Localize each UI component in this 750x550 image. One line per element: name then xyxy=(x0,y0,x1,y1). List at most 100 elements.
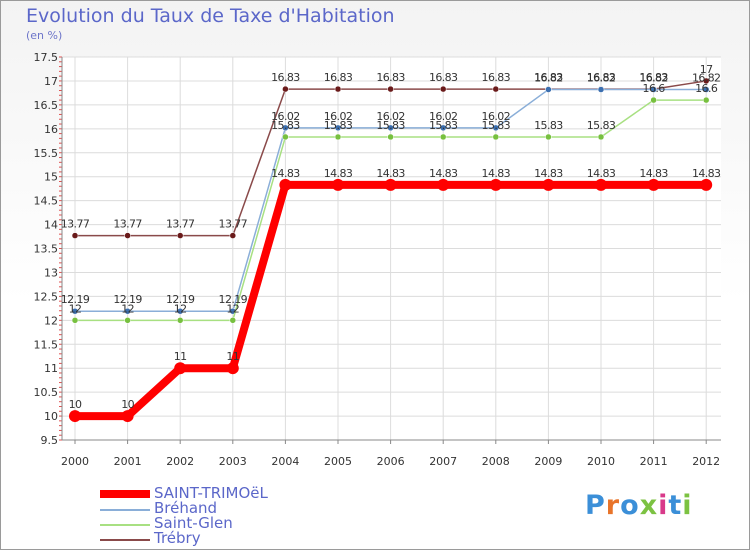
x-tick-label: 2010 xyxy=(587,455,615,468)
data-point-trebry xyxy=(124,232,131,239)
data-point-saint-trimoel xyxy=(700,178,713,191)
data-label-brehand: 16.02 xyxy=(429,110,458,123)
y-tick-label: 11.5 xyxy=(34,338,59,351)
data-point-brehand xyxy=(176,307,184,315)
data-label-trebry: 13.77 xyxy=(166,218,195,231)
legend-swatch-saint-trimoel xyxy=(100,490,150,498)
y-tick-label: 12 xyxy=(44,314,58,327)
data-point-saint-glen xyxy=(176,317,184,324)
data-label-brehand: 12.19 xyxy=(166,293,195,306)
data-label-brehand: 16.02 xyxy=(271,110,300,123)
x-tick-label: 2009 xyxy=(534,455,562,468)
x-tick-label: 2002 xyxy=(166,455,194,468)
data-label-saint-trimoel: 10 xyxy=(69,398,82,411)
data-label-brehand: 12.19 xyxy=(61,293,90,306)
data-point-saint-trimoel xyxy=(595,178,607,191)
data-point-trebry xyxy=(439,85,447,93)
data-point-saint-trimoel xyxy=(489,178,502,191)
y-tick-label: 17 xyxy=(44,75,58,88)
legend-label-brehand: Bréhand xyxy=(154,499,218,517)
x-tick-label: 2005 xyxy=(324,455,352,468)
x-tick-label: 2006 xyxy=(377,455,405,468)
data-point-saint-trimoel xyxy=(647,178,660,191)
y-tick-label: 12.5 xyxy=(34,290,59,303)
data-point-brehand xyxy=(387,124,394,132)
data-label-brehand: 16.82 xyxy=(587,72,616,85)
data-label-trebry: 13.77 xyxy=(113,218,142,231)
data-label-trebry: 16.83 xyxy=(429,71,458,84)
data-point-saint-glen xyxy=(334,133,342,141)
legend-swatch-trebry xyxy=(100,539,150,541)
data-point-saint-glen xyxy=(71,317,79,324)
logo-letter: x xyxy=(639,490,659,521)
data-label-saint-glen: 15.83 xyxy=(534,119,563,132)
x-tick-label: 2007 xyxy=(429,455,457,468)
data-label-brehand: 16.02 xyxy=(482,110,511,123)
data-point-saint-glen xyxy=(597,133,605,141)
data-label-trebry: 16.83 xyxy=(587,71,616,84)
data-point-saint-glen xyxy=(124,317,131,324)
x-tick-label: 2000 xyxy=(61,455,89,468)
data-point-saint-trimoel xyxy=(69,410,81,423)
data-label-saint-glen: 12 xyxy=(226,302,239,315)
chart-title: Evolution du Taux de Taxe d'Habitation xyxy=(26,5,395,27)
data-label-saint-glen: 12 xyxy=(174,302,187,315)
data-label-brehand: 16.82 xyxy=(639,72,668,85)
legend-label-saint-trimoel: SAINT-TRIMOëL xyxy=(154,484,268,502)
data-point-trebry xyxy=(282,85,289,93)
data-point-saint-glen xyxy=(229,317,237,324)
data-label-saint-glen: 15.83 xyxy=(429,119,458,132)
data-label-saint-glen: 15.83 xyxy=(482,119,511,132)
data-point-saint-trimoel xyxy=(279,178,292,191)
y-tick-label: 15 xyxy=(44,171,58,184)
data-label-trebry: 16.83 xyxy=(482,71,511,84)
data-point-brehand xyxy=(282,124,289,132)
data-label-brehand: 12.19 xyxy=(219,293,248,306)
data-point-saint-trimoel xyxy=(121,410,134,423)
data-label-saint-trimoel: 14.83 xyxy=(271,167,300,180)
data-point-saint-trimoel xyxy=(437,178,450,191)
data-label-saint-trimoel: 14.83 xyxy=(639,167,668,180)
y-tick-label: 17.5 xyxy=(34,51,59,64)
y-tick-label: 14.5 xyxy=(34,195,59,208)
legend-label-saint-glen: Saint-Glen xyxy=(154,514,233,532)
data-point-saint-glen xyxy=(492,133,500,141)
legend-swatch-brehand xyxy=(100,509,150,511)
data-point-brehand xyxy=(71,307,79,315)
data-label-saint-trimoel: 14.83 xyxy=(534,167,563,180)
y-tick-label: 10.5 xyxy=(34,386,59,399)
data-point-trebry xyxy=(702,77,710,85)
data-point-saint-trimoel xyxy=(332,178,344,191)
data-label-saint-glen: 12 xyxy=(121,302,134,315)
legend-swatch-saint-glen xyxy=(100,524,150,526)
x-tick-label: 2004 xyxy=(271,455,299,468)
y-tick-label: 11 xyxy=(44,362,58,375)
x-tick-label: 2011 xyxy=(640,455,668,468)
data-label-saint-glen: 15.83 xyxy=(587,119,616,132)
data-point-saint-glen xyxy=(439,133,447,141)
data-point-brehand xyxy=(492,124,500,132)
y-tick-label: 13 xyxy=(44,266,58,279)
data-point-saint-glen xyxy=(702,96,710,104)
data-label-saint-glen: 15.83 xyxy=(271,119,300,132)
data-point-saint-glen xyxy=(650,96,657,104)
data-point-brehand xyxy=(650,86,657,93)
logo-letter: o xyxy=(620,490,640,521)
data-label-trebry: 13.77 xyxy=(61,218,90,231)
data-point-trebry xyxy=(334,85,342,93)
data-label-saint-trimoel: 14.83 xyxy=(482,167,511,180)
data-label-saint-trimoel: 11 xyxy=(226,350,239,363)
proxiti-logo: Proxiti xyxy=(585,490,693,521)
data-label-brehand: 16.82 xyxy=(534,72,563,85)
logo-letter: i xyxy=(658,490,669,521)
data-point-brehand xyxy=(702,86,710,93)
data-point-saint-glen xyxy=(282,133,289,141)
data-label-saint-trimoel: 10 xyxy=(121,398,134,411)
y-tick-label: 16.5 xyxy=(34,99,59,112)
data-label-saint-glen: 15.83 xyxy=(324,119,353,132)
data-point-brehand xyxy=(545,86,552,93)
y-tick-label: 16 xyxy=(44,123,58,136)
data-label-saint-glen: 15.83 xyxy=(376,119,405,132)
logo-letter: r xyxy=(605,490,621,521)
